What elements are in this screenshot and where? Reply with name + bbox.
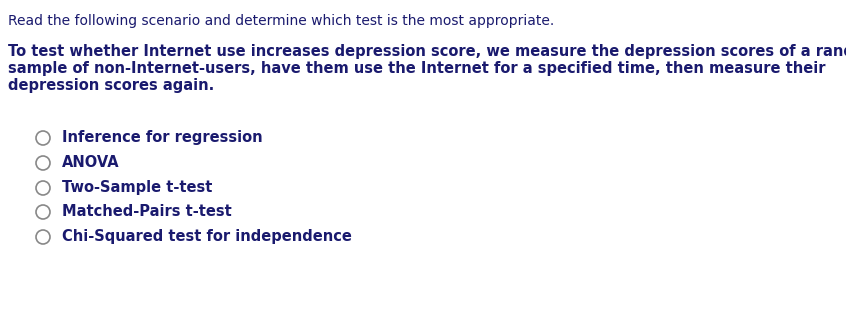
- Text: To test whether Internet use increases depression score, we measure the depressi: To test whether Internet use increases d…: [8, 44, 846, 59]
- Text: sample of non-Internet-users, have them use the Internet for a specified time, t: sample of non-Internet-users, have them …: [8, 61, 826, 76]
- Text: Matched-Pairs t-test: Matched-Pairs t-test: [62, 204, 232, 219]
- Text: Chi-Squared test for independence: Chi-Squared test for independence: [62, 229, 352, 244]
- Text: ANOVA: ANOVA: [62, 155, 119, 170]
- Text: Read the following scenario and determine which test is the most appropriate.: Read the following scenario and determin…: [8, 14, 554, 28]
- Text: depression scores again.: depression scores again.: [8, 78, 214, 93]
- Text: Two-Sample t-test: Two-Sample t-test: [62, 180, 212, 195]
- Text: Inference for regression: Inference for regression: [62, 130, 262, 145]
